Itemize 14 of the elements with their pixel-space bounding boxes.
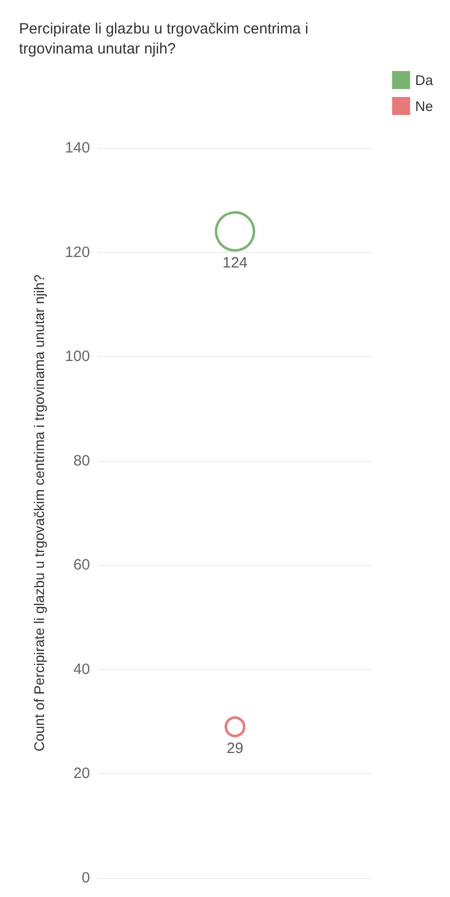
y-tick-label: 0	[82, 870, 90, 886]
y-tick-label: 100	[64, 348, 90, 366]
y-tick-label: 20	[73, 765, 90, 782]
data-label: 29	[226, 740, 244, 758]
legend-label: Ne	[415, 98, 434, 114]
y-tick-label: 80	[73, 452, 90, 470]
chart-title: Percipirate li glazbu u trgovačkim centrima i trgovinama unutar njih?	[19, 20, 312, 58]
y-tick-label: 60	[73, 556, 90, 574]
y-tick-label: 120	[64, 244, 90, 261]
legend-label: Da	[415, 72, 434, 88]
y-tick-label: 140	[64, 140, 90, 156]
y-axis-title: Count of Percipirate li glazbu u trgovačkim centrima i trgovinama unutar njih?	[31, 274, 47, 752]
y-tick-label: 40	[73, 660, 90, 678]
data-label: 124	[222, 254, 248, 272]
